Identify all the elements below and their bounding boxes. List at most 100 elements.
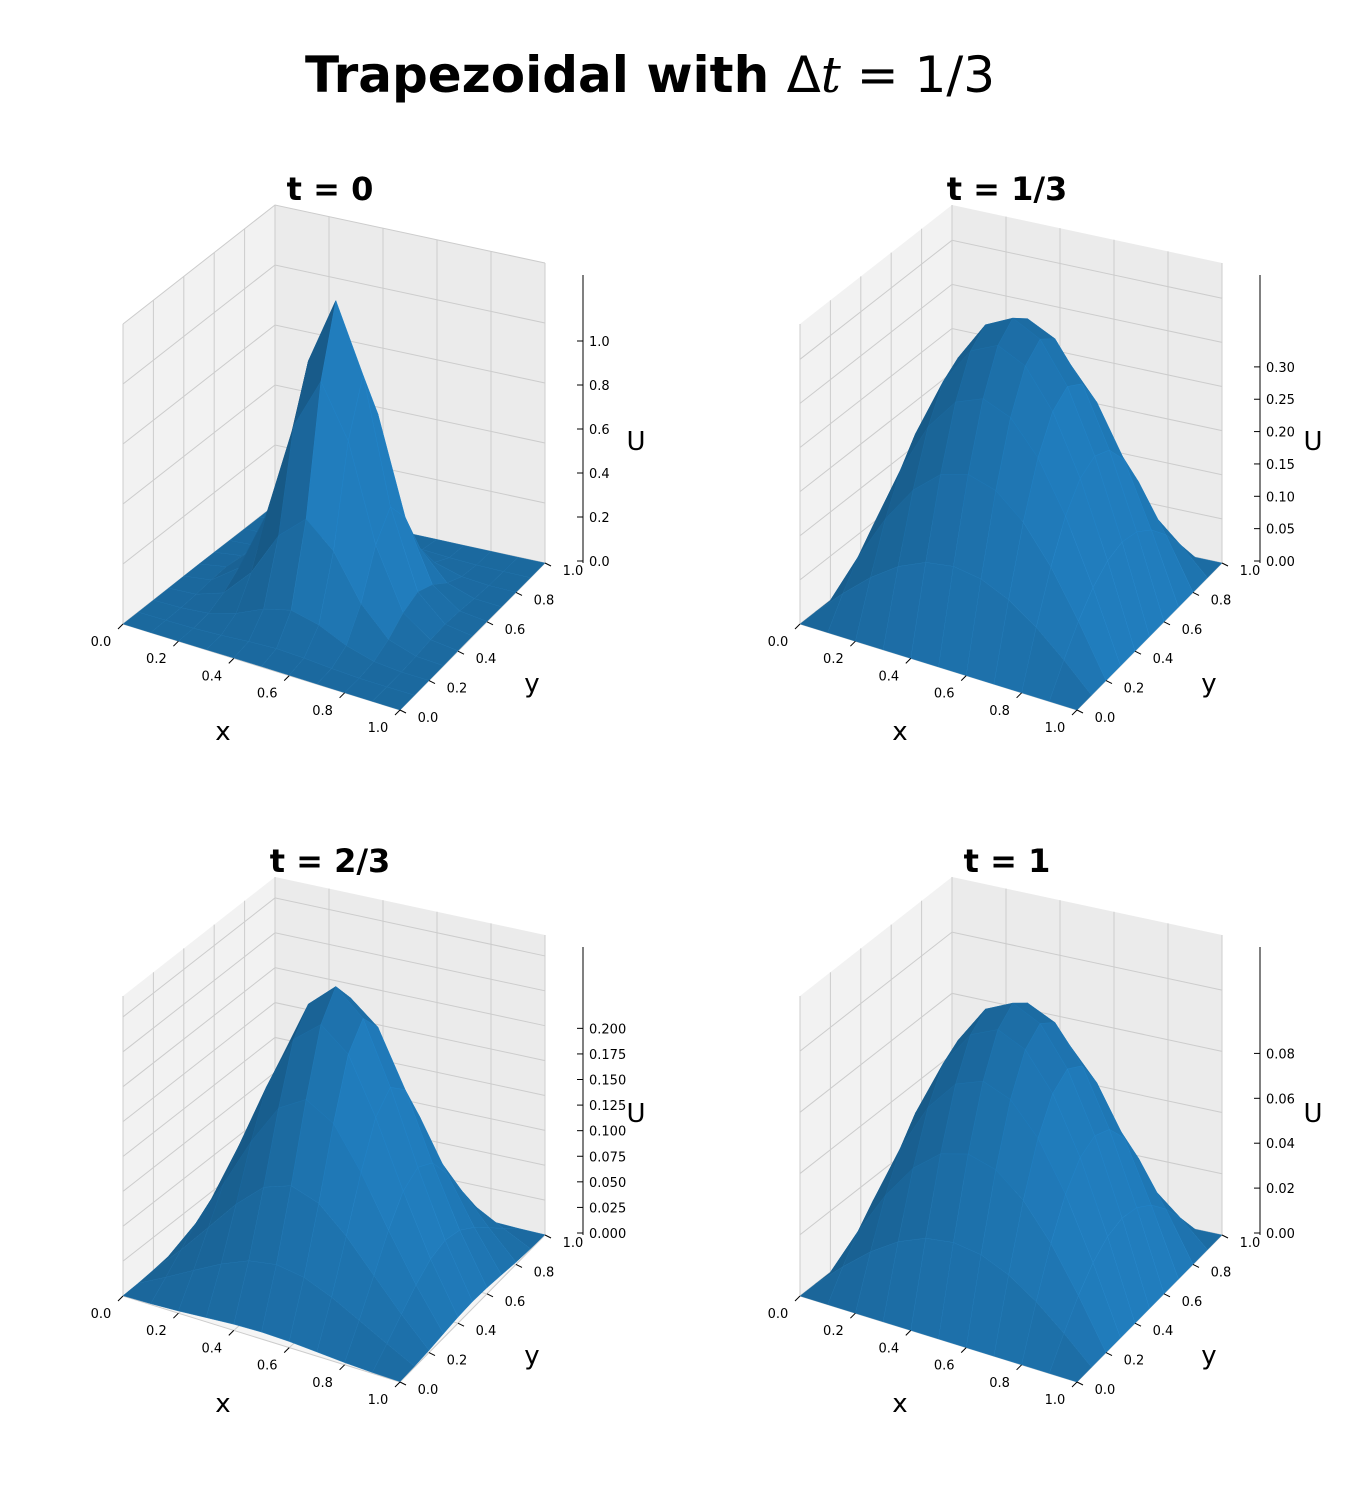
- x-tick: [905, 658, 912, 664]
- subplot-grid: 0.0 0.2 0.4 0.6 0.8 1.0 0.0 0.2 0.4 0.6 0.8 1.0 0.0 0…: [91, 170, 1323, 1419]
- suptitle-rest: = 1/3: [841, 46, 995, 104]
- x-tick-label: 0.0: [91, 635, 112, 650]
- surface-patch: [371, 686, 415, 711]
- grid-line-z: [799, 327, 1223, 448]
- z-tick-label: 0.05: [1266, 523, 1295, 538]
- z-axis-label: U: [626, 1099, 645, 1129]
- z-axis-label: U: [1303, 1099, 1322, 1129]
- grid-line-z: [122, 444, 546, 565]
- x-tick: [1071, 1381, 1078, 1388]
- surface-patch: [1049, 1332, 1092, 1383]
- y-tick-label: 0.2: [1124, 682, 1145, 697]
- y-tick-label: 0.4: [476, 652, 497, 667]
- y-axis-label: y: [1201, 669, 1216, 699]
- x-tick: [794, 623, 801, 630]
- x-tick-label: 0.0: [768, 635, 789, 650]
- y-tick-label: 0.4: [1153, 652, 1174, 667]
- grid-line-z: [122, 264, 546, 385]
- y-tick-label: 0.0: [418, 1383, 439, 1398]
- y-tick: [399, 709, 407, 714]
- x-tick: [339, 1364, 345, 1371]
- y-tick: [486, 621, 494, 626]
- z-tick-label: 0.0: [589, 555, 610, 570]
- x-tick: [173, 1312, 179, 1319]
- x-tick: [1016, 1364, 1022, 1371]
- suptitle-text: Trapezoidal with: [305, 46, 787, 104]
- x-tick-label: 0.8: [989, 704, 1010, 719]
- z-tick-label: 1.0: [589, 335, 610, 350]
- y-tick-label: 0.0: [418, 711, 439, 726]
- y-tick: [428, 1352, 436, 1357]
- z-tick-label: 0.06: [1266, 1092, 1295, 1107]
- x-tick-label: 0.6: [257, 1359, 278, 1374]
- x-tick: [850, 640, 856, 647]
- y-tick: [457, 1322, 465, 1327]
- y-tick-label: 0.4: [476, 1324, 497, 1339]
- y-tick-label: 0.6: [1182, 623, 1203, 638]
- x-tick-label: 0.0: [768, 1307, 789, 1322]
- z-tick-label: 0.2: [589, 511, 610, 526]
- z-tick-label: 0.4: [589, 467, 610, 482]
- x-tick-label: 1.0: [368, 1393, 389, 1408]
- x-tick: [1071, 709, 1078, 716]
- x-axis-label: x: [215, 1389, 230, 1419]
- x-tick: [1016, 692, 1022, 699]
- x-tick: [283, 675, 290, 681]
- subplot-title: t = 1: [964, 842, 1051, 880]
- y-tick-label: 1.0: [1240, 564, 1261, 579]
- z-tick-label: 0.125: [589, 1099, 626, 1114]
- y-axis-label: y: [1201, 1341, 1216, 1371]
- y-tick-label: 0.2: [447, 682, 468, 697]
- z-tick-label: 0.8: [589, 379, 610, 394]
- x-tick-label: 0.0: [91, 1307, 112, 1322]
- y-tick: [428, 680, 436, 685]
- y-tick-label: 1.0: [1240, 1236, 1261, 1251]
- surface: [799, 1002, 1223, 1383]
- x-tick: [228, 658, 235, 664]
- y-tick-label: 0.8: [1211, 1265, 1232, 1280]
- y-tick-label: 0.6: [1182, 1295, 1203, 1310]
- y-tick: [1105, 680, 1113, 685]
- y-tick: [1076, 1381, 1084, 1386]
- grid-line-z: [122, 967, 546, 1088]
- subplot-2: 0.0 0.2 0.4 0.6 0.8 1.0 0.0 0.2 0.4 0.6 0.8 1.0 0.00…: [91, 842, 646, 1419]
- y-tick-label: 0.8: [534, 593, 555, 608]
- z-tick-label: 0.025: [589, 1201, 626, 1216]
- y-tick: [1134, 1322, 1142, 1327]
- grid-line-z: [799, 283, 1223, 404]
- grid-line-z: [122, 932, 546, 1053]
- x-tick-label: 0.6: [934, 687, 955, 702]
- x-tick: [117, 1295, 124, 1302]
- x-tick-label: 0.8: [989, 1376, 1010, 1391]
- x-tick-label: 0.2: [823, 1324, 844, 1339]
- subplot-title: t = 1/3: [947, 170, 1068, 208]
- grid-line-z: [122, 384, 546, 505]
- z-tick-label: 0.25: [1266, 393, 1295, 408]
- y-tick-label: 0.2: [447, 1354, 468, 1369]
- x-tick: [850, 1312, 856, 1319]
- x-axis-label: x: [892, 717, 907, 747]
- x-tick: [339, 692, 345, 699]
- grid-line-z: [799, 931, 1223, 1052]
- x-tick-label: 0.8: [312, 704, 333, 719]
- subplot-0: 0.0 0.2 0.4 0.6 0.8 1.0 0.0 0.2 0.4 0.6 0.8 1.0 0.0 0…: [91, 170, 646, 747]
- z-tick-label: 0.6: [589, 423, 610, 438]
- x-tick-label: 1.0: [1045, 1393, 1066, 1408]
- y-tick-label: 0.6: [505, 1295, 526, 1310]
- y-tick: [1163, 621, 1171, 626]
- subplot-3: 0.0 0.2 0.4 0.6 0.8 1.0 0.0 0.2 0.4 0.6 0.8 1.0 0.00…: [768, 842, 1323, 1419]
- x-tick: [960, 675, 967, 681]
- grid-line-z: [799, 992, 1223, 1113]
- x-tick: [283, 1347, 290, 1353]
- x-tick-label: 0.8: [312, 1376, 333, 1391]
- y-tick-label: 0.0: [1095, 1383, 1116, 1398]
- x-tick-label: 0.4: [878, 669, 899, 684]
- y-tick: [515, 591, 523, 596]
- y-tick: [1134, 650, 1142, 655]
- grid-line-z: [122, 1036, 546, 1157]
- surface-patch: [372, 1343, 415, 1382]
- z-tick-label: 0.075: [589, 1150, 626, 1165]
- surface-patch: [1049, 659, 1092, 711]
- y-tick: [1192, 591, 1200, 596]
